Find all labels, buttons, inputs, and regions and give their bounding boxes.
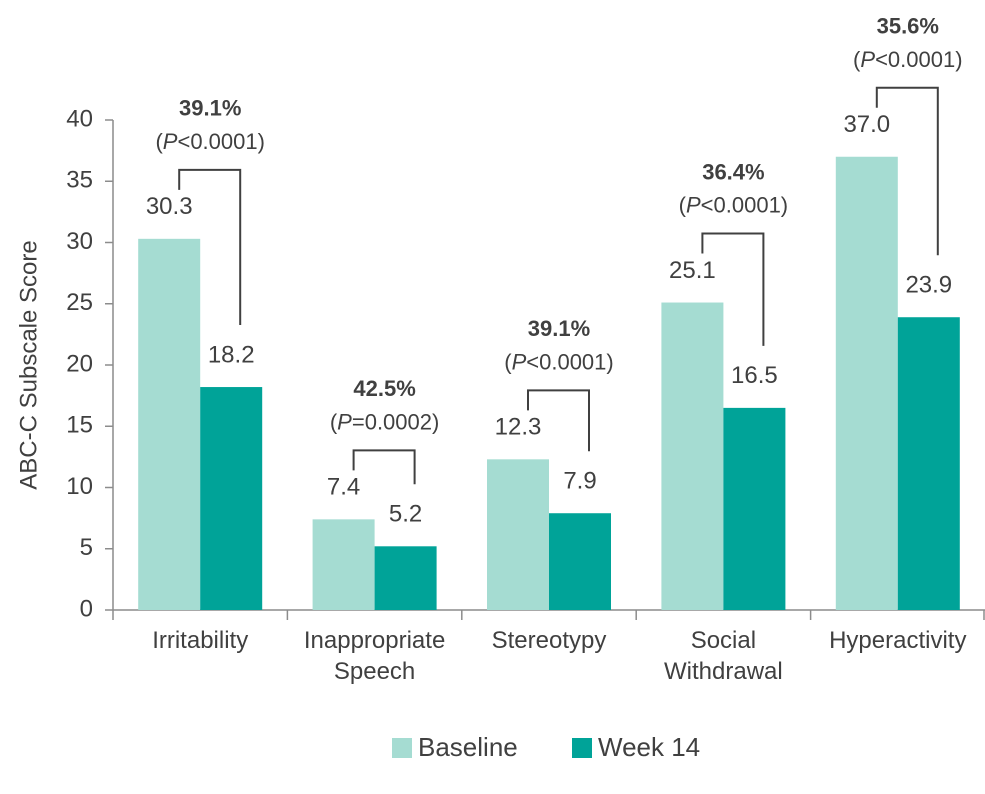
bracket [178, 168, 242, 326]
annotation-p-part: ( [155, 129, 163, 154]
annotation-p-part: P [860, 47, 875, 72]
bar [487, 459, 549, 610]
bracket [352, 449, 416, 485]
annotation-percent: 35.6% [877, 14, 939, 39]
bar [138, 238, 201, 610]
value-label: 37.0 [843, 111, 890, 138]
value-label: 30.3 [146, 193, 193, 220]
annotation-p-value: (P<0.0001) [504, 349, 613, 374]
annotation-p-part: P [686, 192, 701, 217]
value-label: 7.4 [327, 474, 360, 501]
y-tick-label: 35 [66, 167, 93, 194]
x-tick-label-box: Stereotypy [491, 627, 607, 654]
x-tick-label: Stereotypy [491, 627, 607, 654]
x-tick-label: Inappropriate Speech [303, 627, 446, 685]
x-tick-label-box: Hyperactivity [829, 627, 967, 654]
x-tick-label-box: Social Withdrawal [664, 627, 783, 685]
annotation-p-part: =0.0002) [352, 409, 439, 434]
annotation-p-part: <0.0001) [701, 192, 788, 217]
legend-label: Baseline [418, 732, 518, 762]
value-label: 18.2 [208, 341, 255, 368]
y-tick-label: 15 [66, 412, 93, 439]
x-tick-label: Social Withdrawal [664, 627, 783, 685]
annotation-p-value: (P<0.0001) [853, 47, 962, 72]
annotation-p-part: <0.0001) [177, 129, 264, 154]
annotation-p-part: ( [504, 349, 512, 374]
annotation-p-value: (P<0.0001) [679, 192, 788, 217]
annotation-percent: 39.1% [179, 96, 241, 121]
bar [374, 546, 437, 610]
annotation-p-part: ( [853, 47, 861, 72]
annotation-percent: 42.5% [353, 376, 415, 401]
x-tick-label-box: Irritability [152, 627, 249, 654]
annotation-p-part: ( [679, 192, 687, 217]
annotation-p-part: P [337, 409, 352, 434]
y-tick-label: 40 [66, 105, 93, 132]
bar [897, 317, 960, 610]
annotation-p-part: <0.0001) [875, 47, 962, 72]
bracket [701, 232, 765, 346]
bar [549, 513, 611, 610]
legend-swatch [572, 738, 592, 758]
legend-swatch [392, 738, 412, 758]
value-label: 23.9 [905, 272, 952, 299]
y-tick-label: 0 [80, 595, 93, 622]
annotation-p-part: ( [330, 409, 338, 434]
y-tick-label: 10 [66, 473, 93, 500]
annotation-p-value: (P=0.0002) [330, 409, 439, 434]
annotation-p-part: <0.0001) [526, 349, 613, 374]
annotation-p-value: (P<0.0001) [155, 129, 264, 154]
bar [200, 387, 263, 610]
annotation-percent: 36.4% [702, 159, 764, 184]
bar [835, 156, 898, 610]
x-tick-label-box: Inappropriate Speech [303, 627, 446, 685]
value-label: 5.2 [389, 501, 422, 528]
bracket [527, 389, 590, 452]
y-tick-label: 25 [66, 289, 93, 316]
x-tick-label: Irritability [152, 627, 249, 654]
bar [312, 519, 375, 610]
value-label: 16.5 [731, 362, 778, 389]
annotation-p-part: P [163, 129, 178, 154]
bar [723, 407, 786, 610]
annotation-p-part: P [512, 349, 527, 374]
value-label: 12.3 [495, 414, 542, 441]
y-tick-label: 30 [66, 228, 93, 255]
bracket [875, 86, 939, 256]
legend-label: Week 14 [598, 732, 700, 762]
y-tick-label: 20 [66, 350, 93, 377]
y-axis-title: ABC-C Subscale Score [15, 240, 42, 489]
bar [661, 302, 724, 610]
x-tick-label: Hyperactivity [829, 627, 967, 654]
annotation-percent: 39.1% [528, 316, 590, 341]
value-label: 7.9 [563, 468, 596, 495]
value-label: 25.1 [669, 257, 716, 284]
y-tick-label: 5 [80, 534, 93, 561]
